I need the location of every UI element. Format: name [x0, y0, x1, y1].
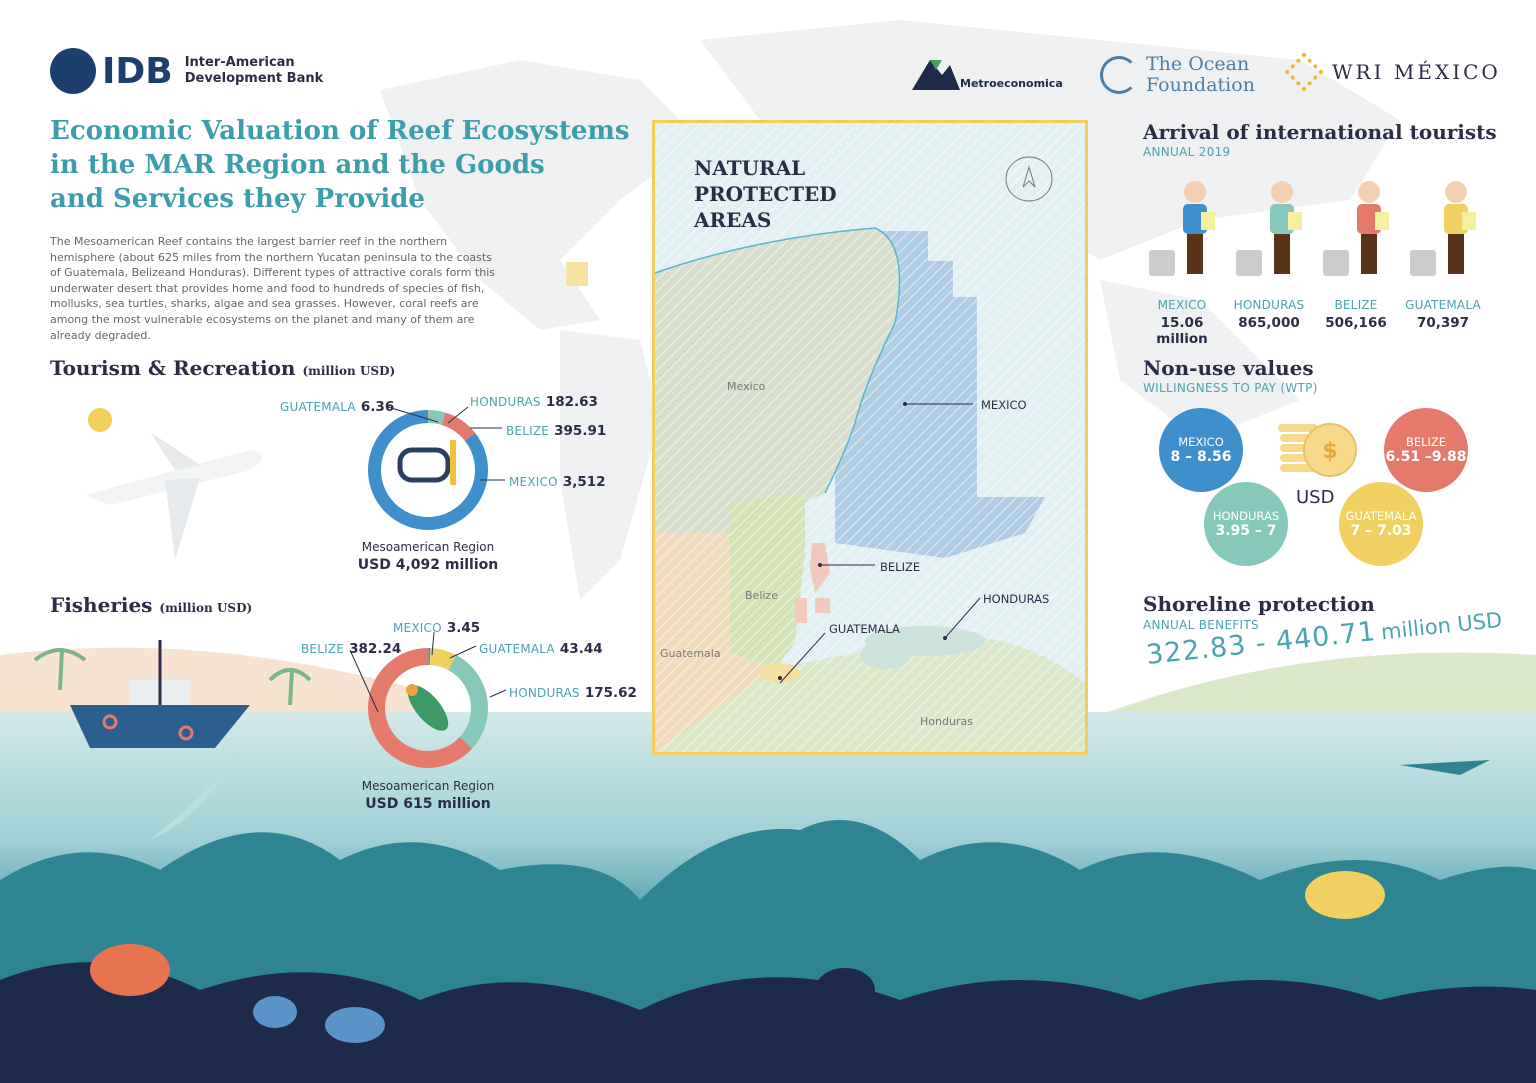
tourist-count: 865,000 — [1238, 315, 1300, 331]
intro-paragraph: The Mesoamerican Reef contains the large… — [50, 235, 495, 342]
sun-icon — [88, 408, 112, 432]
map-title: NATURAL PROTECTED AREAS — [694, 156, 837, 232]
world-map-north-america — [380, 60, 700, 330]
mountain-icon — [912, 60, 960, 90]
idb-abbr: IDB — [102, 50, 173, 92]
wri-mexico-logo: WRI MÉXICO — [1284, 52, 1501, 92]
shoreline-heading: Shoreline protection — [1143, 592, 1375, 616]
idb-emblem-icon — [50, 48, 96, 94]
snorkel-mask-icon — [397, 440, 456, 485]
wtp-mexico: MEXICO 8 – 8.56 — [1159, 408, 1243, 492]
tourist-honduras: HONDURAS 865,000 — [1224, 180, 1314, 331]
protected-areas-map: NATURAL PROTECTED AREAS Mexico Belize Guat… — [652, 120, 1088, 755]
currency-label: USD — [1296, 487, 1335, 508]
nonuse-heading: Non-use values — [1143, 356, 1314, 380]
fisheries-total: USD 615 million — [365, 796, 491, 812]
donut-slice-mexico — [368, 410, 488, 530]
svg-text:$: $ — [1322, 439, 1337, 464]
map-label-mexico-land: Mexico — [727, 380, 766, 393]
tourists-subheading: ANNUAL 2019 — [1143, 145, 1231, 159]
reef-foreground — [0, 962, 1536, 1083]
tourists-heading: Arrival of international tourists — [1143, 120, 1497, 144]
nonuse-subheading: WILLINGNESS TO PAY (WTP) — [1143, 381, 1318, 395]
compass-icon — [1005, 156, 1053, 202]
wave-logo-icon — [1100, 56, 1138, 94]
tourist-figure-icon — [1323, 181, 1389, 276]
fisheries-region-label: Mesoamerican Region — [361, 779, 495, 793]
fisheries-leader-lines — [349, 631, 507, 713]
wri-emblem-icon — [1284, 52, 1324, 92]
mar-region-marker — [566, 262, 588, 286]
tourist-country: BELIZE — [1334, 298, 1378, 312]
wtp-belize: BELIZE 6.51 –9.88 — [1384, 408, 1468, 492]
tourist-country: MEXICO — [1157, 298, 1207, 312]
tourism-heading: Tourism & Recreation (million USD) — [50, 356, 396, 380]
tourism-donut-chart — [368, 410, 488, 530]
tourist-mexico: MEXICO 15.06 million — [1137, 180, 1227, 347]
lifebuoy-icon — [102, 714, 118, 730]
tourist-count: 70,397 — [1416, 315, 1470, 331]
metroeconomica-logo: Metroeconomica — [912, 55, 1063, 90]
beach-sand — [0, 647, 420, 715]
map-label-mexico-area: MEXICO — [981, 398, 1027, 412]
map-label-honduras-area: HONDURAS — [983, 592, 1050, 606]
tourism-leader-lines — [387, 406, 505, 481]
fish-icon — [406, 684, 449, 731]
tourist-country: GUATEMALA — [1405, 298, 1481, 312]
idb-name-line1: Inter-American — [184, 55, 295, 70]
tourist-count: 506,166 — [1325, 315, 1387, 331]
coins-icon: $ — [1278, 423, 1357, 477]
angelfish-icon — [1305, 871, 1385, 919]
tourist-belize: BELIZE 506,166 — [1311, 180, 1401, 331]
shore-hill — [1100, 652, 1536, 715]
map-label-honduras-land: Honduras — [920, 715, 973, 728]
tourist-count: 15.06 million — [1156, 315, 1208, 347]
donut-slice-honduras — [368, 648, 488, 768]
tourism-total: USD 4,092 million — [357, 557, 499, 573]
ocean-foundation-logo: The Ocean Foundation — [1100, 54, 1255, 96]
wtp-guatemala: GUATEMALA 7 – 7.03 — [1339, 482, 1423, 566]
map-label-guatemala-land: Guatemala — [660, 647, 721, 660]
tourist-figure-icon — [1410, 181, 1476, 276]
tourist-country: HONDURAS — [1233, 298, 1305, 312]
striped-fish-icon — [253, 996, 385, 1043]
map-label-belize-area: BELIZE — [880, 560, 921, 574]
tourism-region-label: Mesoamerican Region — [361, 540, 495, 554]
tourist-figure-icon — [1149, 181, 1215, 276]
shoreline-subheading: ANNUAL BENEFITS — [1143, 618, 1259, 632]
guatemala-protected-area — [760, 663, 800, 683]
fish-icon — [90, 944, 170, 996]
honduras-protected-areas — [860, 626, 985, 669]
tourist-guatemala: GUATEMALA 70,397 — [1398, 180, 1488, 331]
turtle-icon — [815, 968, 875, 1012]
map-label-belize-land: Belize — [745, 589, 778, 602]
idb-name-line2: Development Bank — [184, 71, 324, 86]
world-map-south-america — [560, 330, 660, 600]
airplane-icon — [85, 408, 263, 560]
fishing-boat-icon — [70, 640, 250, 840]
belize-protected-areas — [795, 543, 830, 623]
fisheries-heading: Fisheries (million USD) — [50, 593, 253, 617]
shark-icon — [1400, 760, 1490, 775]
idb-logo: IDB Inter-American Development Bank — [50, 48, 323, 94]
wtp-honduras: HONDURAS 3.95 – 7 — [1204, 482, 1288, 566]
map-label-guatemala-area: GUATEMALA — [829, 622, 900, 636]
tourist-figure-icon — [1236, 181, 1302, 276]
page-title: Economic Valuation of Reef Ecosystems in … — [50, 116, 630, 214]
palm-tree-icon — [33, 648, 312, 706]
world-map-oceania — [1100, 280, 1300, 440]
